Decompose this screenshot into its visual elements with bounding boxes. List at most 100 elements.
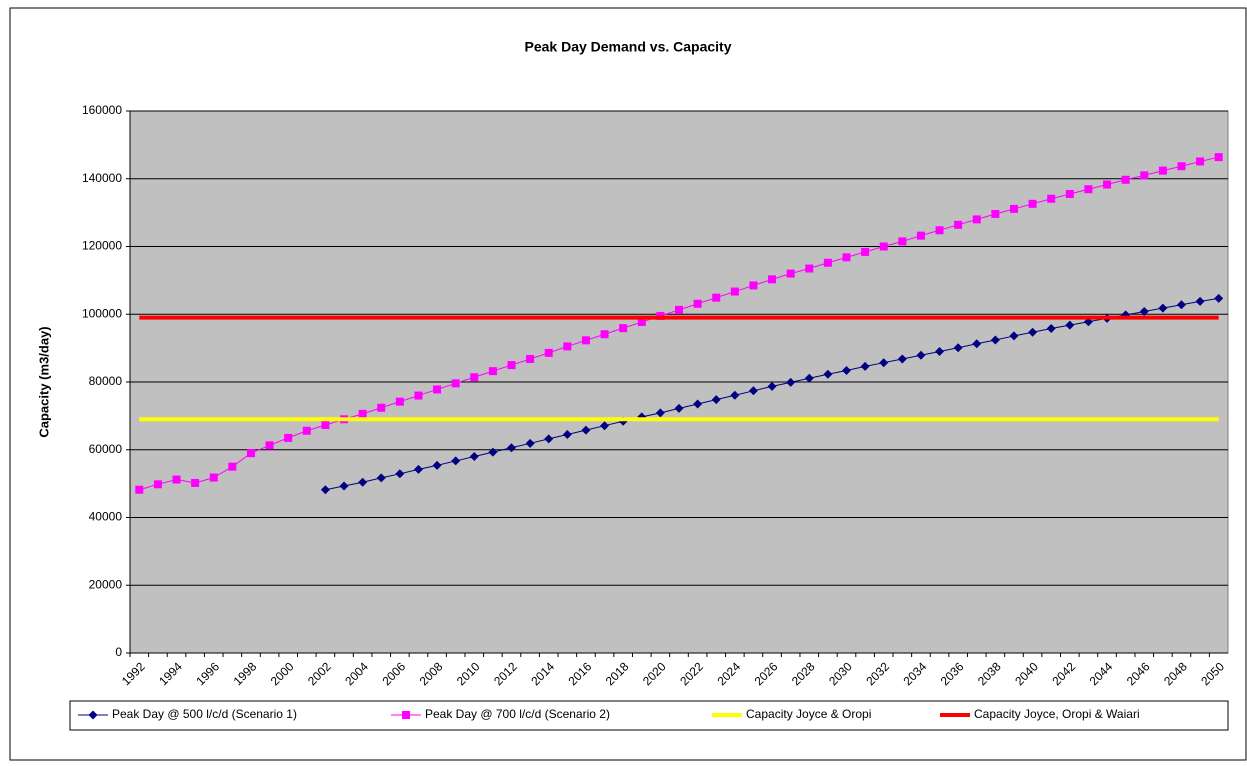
data-point	[972, 215, 981, 224]
data-point	[916, 350, 926, 360]
data-point	[562, 430, 572, 440]
legend-label: Peak Day @ 500 l/c/d (Scenario 1)	[112, 707, 297, 721]
data-point	[1103, 180, 1112, 189]
data-point	[209, 473, 218, 482]
data-point	[153, 480, 162, 489]
data-point	[1214, 293, 1224, 303]
y-tick-label: 0	[115, 645, 122, 659]
y-tick-label: 140000	[82, 171, 122, 185]
data-point	[842, 253, 851, 262]
data-point	[172, 475, 181, 484]
data-point	[861, 247, 870, 256]
data-point	[674, 403, 684, 413]
data-point	[470, 373, 479, 382]
data-point	[1084, 185, 1093, 194]
data-point	[469, 452, 479, 462]
data-point	[581, 425, 591, 435]
data-point	[711, 395, 721, 405]
legend-label: Capacity Joyce & Oropi	[746, 707, 871, 721]
data-point	[1047, 194, 1056, 203]
data-point	[1196, 157, 1205, 166]
legend-label: Capacity Joyce, Oropi & Waiari	[974, 707, 1140, 721]
data-point	[879, 358, 889, 368]
y-tick-label: 20000	[89, 577, 123, 591]
data-point	[1065, 320, 1075, 330]
data-point	[1065, 189, 1074, 198]
chart-title: Peak Day Demand vs. Capacity	[525, 39, 732, 55]
data-point	[954, 220, 963, 229]
data-point	[953, 343, 963, 353]
data-point	[972, 339, 982, 349]
data-point	[1139, 307, 1149, 317]
data-point	[786, 377, 796, 387]
data-point	[916, 231, 925, 240]
data-point	[451, 456, 461, 466]
legend-label: Peak Day @ 700 l/c/d (Scenario 2)	[425, 707, 610, 721]
data-point	[395, 469, 405, 479]
data-point	[655, 408, 665, 418]
data-point	[619, 324, 628, 333]
data-point	[712, 293, 721, 302]
legend-marker	[88, 710, 98, 720]
data-point	[1009, 204, 1018, 213]
data-point	[786, 269, 795, 278]
y-tick-label: 100000	[82, 306, 122, 320]
data-point	[935, 347, 945, 357]
data-point	[228, 462, 237, 471]
data-point	[804, 373, 814, 383]
data-point	[600, 330, 609, 339]
data-point	[1158, 166, 1167, 175]
data-point	[358, 477, 368, 487]
data-point	[841, 365, 851, 375]
data-point	[302, 426, 311, 435]
y-tick-label: 120000	[82, 239, 122, 253]
data-point	[507, 443, 517, 453]
y-axis-label: Capacity (m3/day)	[36, 326, 51, 437]
data-point	[1158, 303, 1168, 313]
data-point	[823, 258, 832, 267]
y-tick-label: 160000	[82, 103, 122, 117]
data-point	[488, 447, 498, 457]
data-point	[675, 305, 683, 314]
data-point	[191, 478, 200, 487]
legend	[69, 700, 1229, 731]
data-point	[730, 287, 739, 296]
data-point	[805, 264, 814, 273]
data-point	[693, 299, 702, 308]
y-tick-label: 80000	[89, 374, 123, 388]
data-point	[284, 433, 293, 442]
data-point	[432, 460, 442, 470]
legend-marker	[402, 711, 410, 719]
data-point	[897, 354, 907, 364]
data-point	[935, 226, 944, 235]
data-point	[1121, 175, 1130, 184]
data-point	[581, 336, 590, 345]
data-point	[339, 481, 349, 491]
data-point	[451, 379, 460, 388]
data-point	[1176, 300, 1186, 310]
data-point	[377, 403, 386, 412]
y-tick-label: 40000	[89, 510, 123, 524]
data-point	[898, 237, 907, 246]
data-point	[376, 473, 386, 483]
data-point	[693, 399, 703, 409]
data-point	[413, 464, 423, 474]
data-point	[1009, 331, 1019, 341]
data-point	[1028, 327, 1038, 337]
data-point	[488, 367, 497, 376]
data-point	[879, 242, 888, 251]
data-point	[823, 369, 833, 379]
data-point	[1046, 323, 1056, 333]
data-point	[767, 381, 777, 391]
data-point	[1028, 199, 1037, 208]
data-point	[507, 361, 516, 370]
data-point	[730, 390, 740, 400]
data-point	[749, 281, 758, 290]
data-point	[525, 438, 535, 448]
data-point	[414, 391, 423, 400]
data-point	[544, 434, 554, 444]
data-point	[563, 342, 572, 351]
data-point	[600, 421, 610, 431]
y-tick-label: 60000	[89, 442, 123, 456]
